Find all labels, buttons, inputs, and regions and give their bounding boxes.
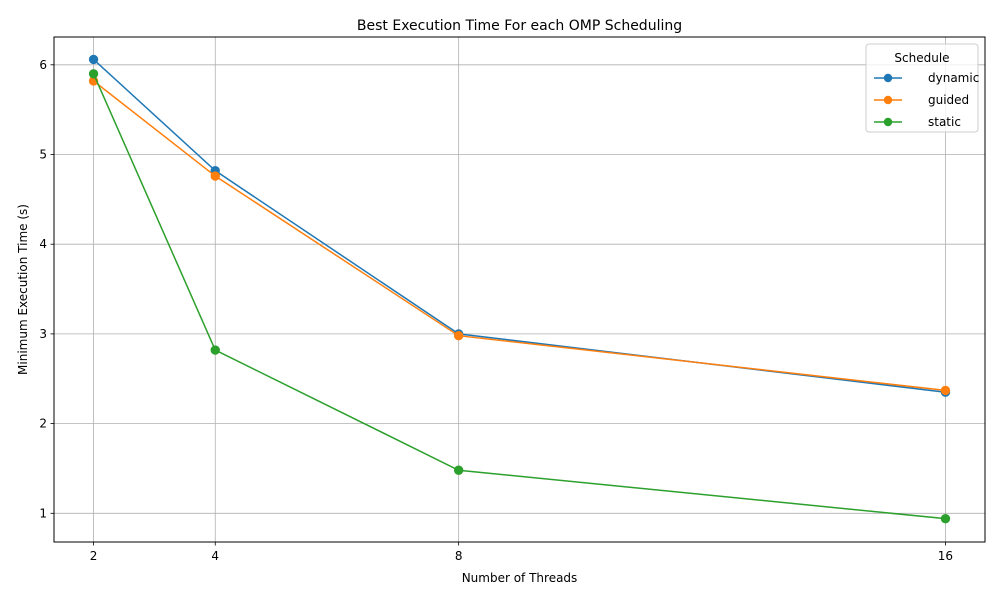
y-tick-label: 4 (39, 237, 47, 251)
x-tick-label: 16 (938, 549, 953, 563)
data-point-static (210, 345, 220, 355)
y-tick-label: 5 (39, 148, 47, 162)
y-axis-ticks: 1 2 3 4 5 6 (39, 58, 54, 520)
series-layer (88, 54, 951, 524)
legend: Schedule dynamic guided static (865, 43, 979, 133)
legend-entry-dynamic: dynamic (874, 71, 979, 85)
series-static (88, 69, 951, 524)
legend-marker (883, 73, 893, 83)
legend-entry-static: static (874, 115, 961, 129)
y-axis-label: Minimum Execution Time (s) (16, 204, 30, 375)
data-point-guided (940, 385, 951, 396)
legend-marker (883, 95, 893, 105)
series-guided (88, 76, 951, 396)
data-point-guided (453, 330, 464, 341)
legend-entry-guided: guided (874, 93, 969, 107)
x-tick-label: 8 (455, 549, 463, 563)
legend-entries: dynamic guided static (874, 71, 979, 129)
plot-frame (53, 36, 986, 543)
y-tick-label: 3 (39, 327, 47, 341)
legend-title: Schedule (894, 51, 949, 65)
data-point-guided (210, 171, 220, 181)
x-axis-ticks: 2 4 8 16 (90, 542, 953, 563)
x-tick-label: 2 (90, 549, 98, 563)
data-point-static (88, 69, 99, 79)
y-tick-label: 6 (39, 58, 47, 72)
legend-label: guided (928, 93, 969, 107)
series-line-static (92, 73, 946, 520)
x-tick-label: 4 (211, 549, 219, 563)
legend-marker (883, 117, 893, 127)
legend-label: dynamic (928, 71, 979, 85)
legend-box (865, 43, 979, 133)
data-point-static (940, 513, 951, 524)
y-tick-label: 2 (39, 417, 47, 431)
data-point-static (453, 465, 464, 475)
data-point-dynamic (88, 54, 99, 65)
legend-label: static (928, 115, 961, 129)
y-tick-label: 1 (39, 506, 47, 520)
chart-title: Best Execution Time For each OMP Schedul… (357, 18, 682, 34)
series-line-guided (93, 80, 946, 392)
grid-lines (54, 37, 985, 542)
x-axis-label: Number of Threads (462, 571, 578, 585)
